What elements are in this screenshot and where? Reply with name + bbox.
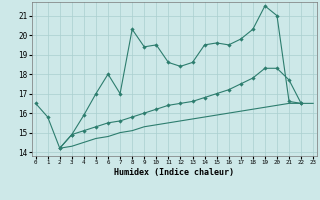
X-axis label: Humidex (Indice chaleur): Humidex (Indice chaleur) — [115, 168, 234, 177]
